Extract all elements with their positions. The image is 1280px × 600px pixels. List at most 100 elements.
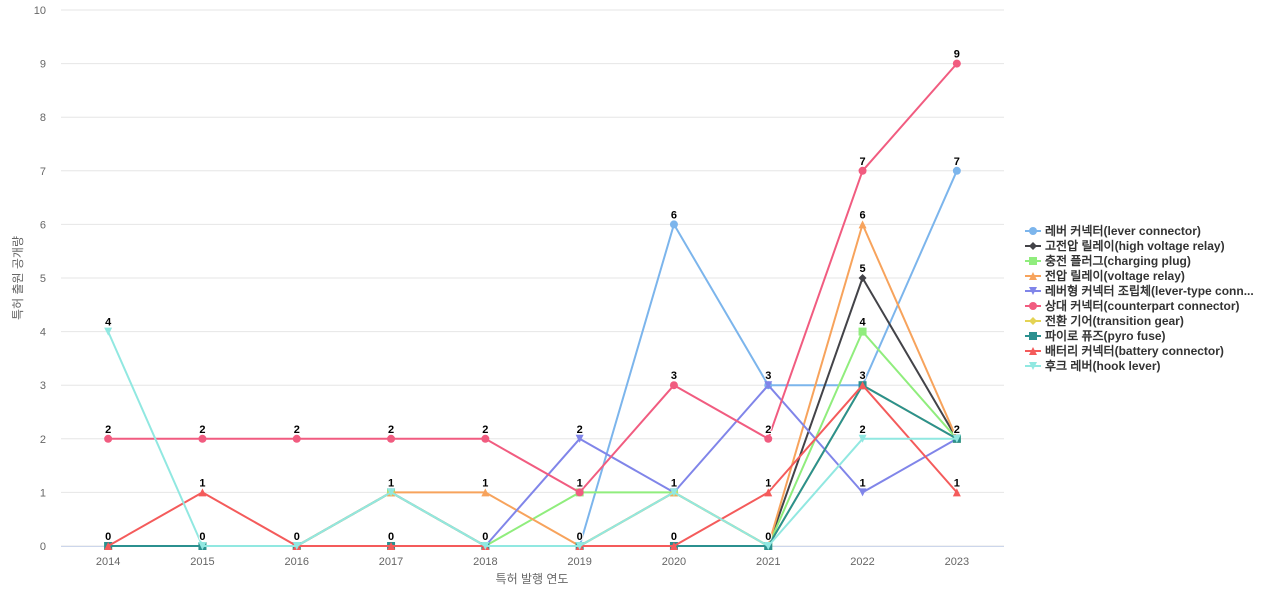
legend-marker (1029, 347, 1037, 355)
x-tick-label: 2020 (662, 556, 686, 568)
data-point (669, 488, 678, 497)
legend-label: 후크 레버(hook lever) (1045, 358, 1161, 373)
data-label: 0 (388, 531, 394, 543)
data-label: 2 (482, 424, 488, 436)
data-point (952, 434, 961, 443)
data-label: 0 (199, 531, 205, 543)
data-label: 2 (859, 424, 865, 436)
data-label: 2 (765, 424, 771, 436)
series-line (108, 170, 958, 547)
data-point (952, 59, 961, 68)
data-point (104, 327, 113, 336)
y-tick-label: 9 (40, 59, 46, 71)
legend-item-transition-gear[interactable]: 전환 기어(transition gear) (1025, 313, 1184, 328)
legend-item-charging-plug[interactable]: 충전 플러그(charging plug) (1025, 253, 1191, 268)
data-label: 1 (954, 477, 960, 489)
series-counterpart-connector (104, 59, 961, 497)
data-label: 4 (105, 317, 112, 329)
x-tick-label: 2019 (567, 556, 591, 568)
x-tick-label: 2014 (96, 556, 120, 568)
series-line (107, 331, 957, 547)
data-label: 2 (294, 424, 300, 436)
legend-item-hook-lever[interactable]: 후크 레버(hook lever) (1025, 358, 1161, 373)
legend-marker (1029, 272, 1037, 280)
data-point (387, 542, 396, 550)
data-point (858, 488, 867, 497)
legend-marker (1029, 317, 1037, 325)
y-tick-label: 8 (40, 112, 46, 124)
data-point (292, 542, 301, 550)
legend-marker (1029, 362, 1037, 370)
legend-label: 상대 커넥터(counterpart connector) (1045, 298, 1240, 313)
data-label: 0 (577, 531, 583, 543)
data-point (764, 434, 773, 443)
series-hook-lever (104, 327, 961, 550)
data-point (858, 220, 867, 229)
data-point (481, 542, 490, 550)
data-label: 1 (765, 477, 771, 489)
data-label: 7 (954, 156, 960, 168)
legend-marker (1029, 287, 1037, 295)
legend-label: 레버 커넥터(lever connector) (1045, 223, 1201, 238)
legend-label: 전압 릴레이(voltage relay) (1045, 268, 1185, 283)
legend-item-lever-connector[interactable]: 레버 커넥터(lever connector) (1025, 223, 1201, 238)
legend-item-counterpart-connector[interactable]: 상대 커넥터(counterpart connector) (1025, 298, 1240, 313)
data-point (198, 434, 207, 443)
data-point (858, 327, 867, 336)
data-label: 2 (954, 424, 960, 436)
y-tick-label: 10 (34, 5, 46, 17)
data-label: 7 (859, 156, 865, 168)
data-point (669, 220, 678, 229)
legend-label: 파이로 퓨즈(pyro fuse) (1045, 328, 1166, 343)
x-tick-label: 2021 (756, 556, 780, 568)
y-tick-label: 5 (40, 273, 46, 285)
series-line (108, 62, 958, 494)
series-layer (104, 59, 961, 550)
legend-marker (1029, 242, 1037, 250)
data-label: 0 (294, 531, 300, 543)
data-point (575, 542, 584, 550)
x-tick-label: 2018 (473, 556, 497, 568)
x-axis-title: 특허 발행 연도 (496, 571, 569, 586)
data-point (952, 166, 961, 175)
legend-item-lever-type-conn[interactable]: 레버형 커넥터 조립체(lever-type conn... (1025, 283, 1254, 298)
data-label: 2 (199, 424, 205, 436)
y-axis-title: 특허 출원 공개량 (11, 236, 25, 320)
data-point (858, 381, 867, 390)
data-point (387, 488, 396, 497)
data-point (858, 166, 867, 175)
legend-marker (1029, 257, 1037, 265)
data-point (764, 381, 773, 390)
data-label: 1 (388, 477, 394, 489)
data-point (198, 488, 207, 497)
y-tick-label: 3 (40, 380, 46, 392)
data-label: 0 (105, 531, 111, 543)
data-label: 2 (105, 424, 111, 436)
legend-item-voltage-relay[interactable]: 전압 릴레이(voltage relay) (1025, 268, 1185, 283)
data-point (764, 488, 773, 497)
legend-item-high-voltage-relay[interactable]: 고전압 릴레이(high voltage relay) (1025, 238, 1225, 253)
data-label: 1 (859, 477, 865, 489)
data-point (387, 434, 396, 443)
data-point (764, 542, 773, 550)
legend-item-battery-connector[interactable]: 배터리 커넥터(battery connector) (1025, 343, 1224, 358)
data-label: 9 (954, 49, 960, 61)
legend-label: 레버형 커넥터 조립체(lever-type conn... (1045, 283, 1254, 298)
data-label: 2 (388, 424, 394, 436)
data-label: 0 (482, 531, 488, 543)
y-tick-label: 7 (40, 166, 46, 178)
legend-marker (1029, 302, 1037, 310)
data-point (858, 274, 867, 282)
x-tick-label: 2015 (190, 556, 214, 568)
data-point (481, 434, 490, 443)
y-axis: 0 1 2 3 4 5 6 7 8 9 10 (34, 5, 46, 553)
y-tick-label: 6 (40, 219, 46, 231)
data-point (575, 434, 584, 443)
legend-item-pyro-fuse[interactable]: 파이로 퓨즈(pyro fuse) (1025, 328, 1166, 343)
data-point (481, 488, 490, 497)
legend-label: 배터리 커넥터(battery connector) (1045, 343, 1224, 358)
data-label: 0 (765, 531, 771, 543)
data-label: 0 (671, 531, 677, 543)
legend-label: 고전압 릴레이(high voltage relay) (1045, 238, 1225, 253)
